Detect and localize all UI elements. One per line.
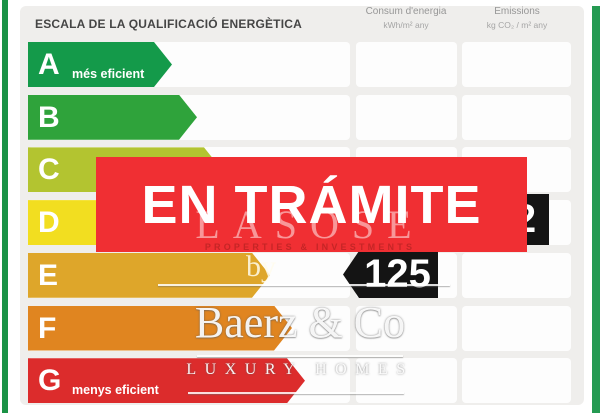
emissions-cell-g [462,358,571,404]
watermark-divider-middle [197,355,403,357]
rating-arrow-f: F [28,306,292,351]
consum-value-tag: 125 [343,251,438,298]
watermark-divider-bottom [188,392,404,394]
consum-cell-a [356,42,457,87]
emissions-unit: kg CO₂ / m² any [486,20,548,30]
scale-row-f: F [28,305,576,351]
consum-value: 125 [364,252,431,296]
page-title: ESCALA DE LA QUALIFICACIÓ ENERGÈTICA [35,17,302,31]
left-green-bar [2,0,8,413]
emissions-cell-b [462,94,571,140]
rating-label-most-efficient: més eficient [72,67,145,81]
scale-row-a: A més eficient [28,42,576,87]
emissions-cell-e [462,252,571,298]
right-green-bar [592,6,600,413]
rating-letter: D [38,206,60,240]
rating-arrow-a: A més eficient [28,42,172,87]
consum-cell-b [356,94,457,140]
column-header-consum: Consum d'energia kWh/m² any [346,6,466,31]
rating-arrow-b: B [28,95,197,140]
rating-letter: B [38,100,60,134]
rating-letter: A [38,48,60,81]
emissions-cell-f [462,305,571,351]
emissions-cell-a [462,42,571,87]
rating-letter: G [38,364,62,398]
scale-row-g: G menys eficient [28,358,576,404]
rating-letter: F [38,311,57,345]
consum-title: Consum d'energia [365,6,447,17]
consum-unit: kWh/m² any [383,20,429,30]
scale-row-e: E [28,252,576,298]
consum-cell-g [356,358,457,404]
rating-label-least-efficient: menys eficient [72,383,159,398]
column-header-emissions: Emissions kg CO₂ / m² any [457,6,577,31]
scale-row-b: B [28,94,576,140]
en-tramite-banner: EN TRÁMITE [96,157,527,252]
rating-letter: E [38,258,59,292]
watermark-divider-top [158,284,450,286]
rating-arrow-e: E [28,253,270,298]
rating-letter: C [38,153,60,187]
rating-arrow-g: G menys eficient [28,358,305,403]
consum-cell-f [356,305,457,351]
banner-text: EN TRÁMITE [141,174,482,235]
emissions-title: Emissions [494,6,540,17]
